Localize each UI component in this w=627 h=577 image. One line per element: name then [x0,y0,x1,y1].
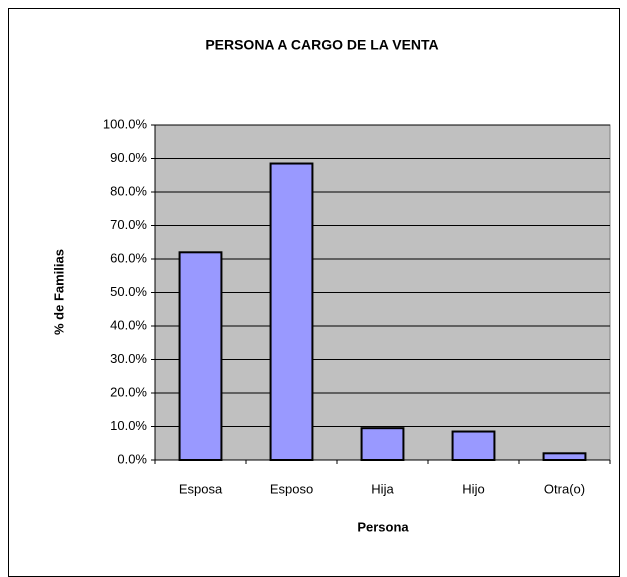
x-axis-title: Persona [357,519,409,534]
bar [451,430,496,461]
y-tick-label: 0.0% [117,451,147,466]
y-axis-title: % de Familias [51,249,66,335]
bar [178,251,223,461]
bar [542,452,587,461]
x-tick-label: Hijo [462,481,484,496]
y-tick-label: 80.0% [110,183,147,198]
y-tick-label: 90.0% [110,150,147,165]
x-tick-label: Esposa [179,481,223,496]
y-tick-label: 100.0% [103,116,148,131]
x-tick-label: Otra(o) [544,481,585,496]
y-tick-label: 70.0% [110,217,147,232]
y-tick-label: 50.0% [110,284,147,299]
y-tick-label: 60.0% [110,250,147,265]
x-tick-label: Esposo [270,481,313,496]
y-tick-label: 20.0% [110,384,147,399]
x-tick-label: Hija [371,481,394,496]
bar [360,427,405,461]
y-tick-label: 10.0% [110,418,147,433]
bar [269,162,314,461]
y-tick-label: 40.0% [110,317,147,332]
y-tick-label: 30.0% [110,351,147,366]
chart-title: PERSONA A CARGO DE LA VENTA [205,37,438,53]
